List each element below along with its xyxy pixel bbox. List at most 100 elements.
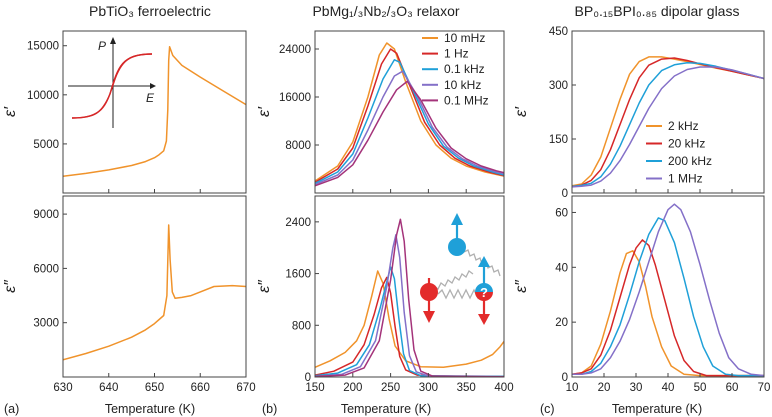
- inset-e-arrow: [150, 83, 156, 89]
- question-mark: ?: [480, 285, 488, 300]
- ytick-label-c_bot-0: 0: [562, 372, 568, 384]
- ytick-label-c_top-0: 0: [562, 188, 568, 200]
- panel-c_top: 0 150 300 450 ε′ 2 kHz 20 kHz 200 kHz 1 MHz: [513, 26, 765, 200]
- xtick-label-c_bot-3: 40: [662, 382, 675, 394]
- xlabel-c: Temperature (K): [612, 402, 702, 416]
- ytick-label-b_bot-3: 2400: [285, 217, 311, 229]
- xtick-label-c_bot-5: 60: [726, 382, 739, 394]
- spin-right-ball-bottom: [475, 292, 493, 301]
- ylabel-b_bot: ε″: [256, 279, 273, 293]
- plot-frame-c_bot: [571, 195, 765, 378]
- ytick-label-a_top-0: 5000: [33, 139, 59, 151]
- xtick-label-b_bot-3: 300: [419, 382, 438, 394]
- series-line-a_bot-0: [63, 224, 246, 361]
- panel-a_top: 5000 10000 15000 ε′: [2, 30, 247, 194]
- spin-left-ball: [420, 283, 438, 301]
- series-line-a_top-0: [63, 45, 246, 178]
- spin-top-arrowhead: [451, 213, 463, 225]
- xtick-label-b_bot-1: 200: [343, 382, 362, 394]
- ytick-label-a_top-2: 15000: [27, 41, 59, 53]
- xtick-label-b_bot-5: 400: [494, 382, 513, 394]
- series-line-c_bot-0: [572, 250, 764, 377]
- xlabel-a: Temperature (K): [105, 402, 195, 416]
- xtick-label-a_bot-1: 640: [99, 382, 118, 394]
- legend-label-b_top-2: 0.1 kHz: [444, 62, 485, 76]
- legend-label-c_top-2: 200 kHz: [668, 154, 712, 168]
- legend-label-c_top-0: 2 kHz: [668, 119, 699, 133]
- frustration-inset: ?: [420, 213, 501, 325]
- spin-left-arrowhead: [423, 311, 435, 323]
- ytick-label-b_bot-1: 800: [292, 320, 311, 332]
- ytick-label-b_top-0: 8000: [285, 140, 311, 152]
- spin-right-down-arrowhead: [478, 314, 490, 325]
- inset-e-label: E: [146, 91, 155, 105]
- xtick-label-a_bot-2: 650: [145, 382, 164, 394]
- ytick-label-c_top-3: 450: [549, 26, 568, 38]
- plot-frame-b_bot: [314, 195, 505, 378]
- hysteresis-lower-branch: [71, 53, 153, 119]
- spin-right-up-arrowhead: [478, 256, 490, 267]
- series-line-c_bot-1: [572, 239, 764, 377]
- panel-b_top: 8000 16000 24000 ε′ 10 mHz 1 Hz0.1 kHz 10 kHz0…: [256, 30, 505, 194]
- legend-label-b_top-4: 0.1 MHz: [444, 93, 489, 107]
- series-line-b_bot-1: [315, 276, 504, 377]
- series-line-b_top-0: [315, 42, 504, 182]
- xtick-label-a_bot-0: 630: [53, 382, 72, 394]
- ylabel-a_bot: ε″: [2, 279, 19, 293]
- title-b: PbMg₁/₃Nb₂/₃O₃ relaxor: [312, 3, 459, 19]
- inset-p-label: P: [98, 39, 106, 53]
- panel-label-c: (c): [540, 402, 555, 416]
- spin-right-ball-top: [475, 283, 493, 292]
- series-line-b_bot-4: [315, 218, 504, 377]
- ylabel-b_top: ε′: [256, 106, 273, 117]
- xtick-label-c_bot-6: 70: [758, 382, 771, 394]
- xtick-label-c_bot-2: 30: [630, 382, 643, 394]
- xtick-label-b_bot-0: 150: [305, 382, 324, 394]
- panel-c_bot: 0 20 40 60 10 20 30 40 50 60 70 ε″: [513, 195, 771, 394]
- legend-label-b_top-0: 10 mHz: [444, 31, 485, 45]
- ytick-label-b_top-1: 16000: [279, 92, 311, 104]
- xlabel-b: Temperature (K): [341, 402, 431, 416]
- series-line-c_bot-2: [572, 217, 764, 377]
- ytick-label-c_bot-2: 40: [555, 262, 568, 274]
- series-line-c_bot-3: [572, 203, 764, 377]
- xtick-label-c_bot-0: 10: [566, 382, 579, 394]
- legend-label-b_top-3: 10 kHz: [444, 78, 481, 92]
- series-line-b_bot-2: [315, 266, 504, 377]
- title-a: PbTiO₃ ferroelectric: [89, 3, 211, 19]
- plot-frame-a_top: [62, 30, 247, 194]
- xtick-label-a_bot-4: 670: [236, 382, 255, 394]
- ylabel-c_top: ε′: [513, 106, 530, 117]
- title-c: BP₀.₁₅BPI₀.₈₅ dipolar glass: [575, 3, 740, 19]
- series-line-c_top-1: [572, 57, 764, 188]
- ytick-label-c_bot-1: 20: [555, 317, 568, 329]
- ytick-label-b_top-2: 24000: [279, 44, 311, 56]
- series-line-b_top-3: [315, 70, 504, 186]
- legend-label-c_top-1: 20 kHz: [668, 137, 705, 151]
- ytick-label-a_top-1: 10000: [27, 90, 59, 102]
- ytick-label-b_bot-2: 1600: [285, 269, 311, 281]
- xtick-label-b_bot-4: 350: [457, 382, 476, 394]
- xtick-label-b_bot-2: 250: [381, 382, 400, 394]
- ylabel-c_bot: ε″: [513, 279, 530, 293]
- series-line-b_top-4: [315, 80, 504, 187]
- hysteresis-inset: P E: [68, 37, 156, 128]
- ytick-label-a_bot-1: 6000: [33, 263, 59, 275]
- xtick-label-c_bot-1: 20: [598, 382, 611, 394]
- panel-label-b: (b): [262, 402, 277, 416]
- ytick-label-c_top-2: 300: [549, 80, 568, 92]
- ylabel-a_top: ε′: [2, 106, 19, 117]
- series-line-b_bot-0: [315, 270, 504, 369]
- legend-label-b_top-1: 1 Hz: [444, 47, 469, 61]
- inset-p-arrow: [110, 37, 116, 44]
- panel-label-a: (a): [4, 402, 19, 416]
- ytick-label-b_bot-0: 0: [305, 372, 311, 384]
- ytick-label-c_top-1: 150: [549, 134, 568, 146]
- ytick-label-a_bot-2: 9000: [33, 209, 59, 221]
- series-line-c_top-3: [572, 66, 764, 188]
- ytick-label-c_bot-3: 60: [555, 207, 568, 219]
- panel-a_bot: 3000 6000 9000 630 640 650 660 670 ε″: [2, 195, 256, 394]
- plot-frame-b_top: [314, 30, 505, 194]
- spring-left-top: [430, 270, 474, 293]
